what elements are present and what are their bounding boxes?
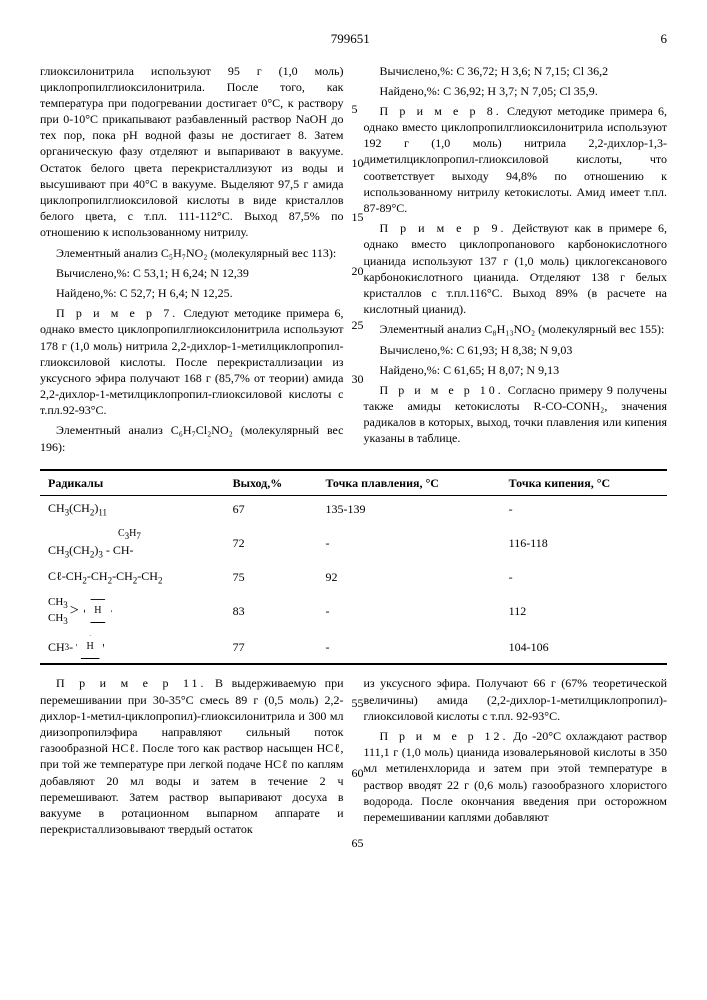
cell-radical: C3H7CH3(CH2)3 - CH- (40, 523, 225, 565)
line-number: 55 (352, 695, 364, 711)
bottom-left-column: П р и м е р 11. В выдерживаемую при пере… (40, 675, 344, 841)
cell: 104-106 (501, 631, 667, 664)
line-number: 60 (352, 765, 364, 781)
para-text: Следуют методике примера 6, однако вмест… (40, 306, 344, 417)
para: П р и м е р 10. Согласно примеру 9 получ… (364, 382, 668, 447)
cell-radical: CH3- (40, 631, 225, 663)
col-header: Выход,% (225, 470, 318, 496)
para-text: До -20°С охлаждают раствор 111,1 г (1,0 … (364, 729, 668, 824)
cell-radical: Cℓ-CH2-CH2-CH2-CH2 (40, 564, 225, 591)
para: из уксусного эфира. Получают 66 г (67% т… (364, 675, 668, 724)
doc-number: 799651 (331, 30, 370, 48)
table-row: CH3- 77 - 104-106 (40, 631, 667, 664)
page-header: 799651 6 (40, 30, 667, 48)
para-text: Действуют как в примере 6, однако вместо… (364, 221, 668, 316)
bottom-right-column: 55 60 65 из уксусного эфира. Получают 66… (364, 675, 668, 841)
para: П р и м е р 7. Следуют методике примера … (40, 305, 344, 418)
example-label: П р и м е р 7. (56, 306, 178, 320)
example-label: П р и м е р 10. (380, 383, 504, 397)
table-row: C3H7CH3(CH2)3 - CH- 72 - 116-118 (40, 523, 667, 565)
cell-radical: CH3(CH2)11 (40, 496, 225, 523)
para: глиоксилонитрила используют 95 г (1,0 мо… (40, 63, 344, 241)
para: П р и м е р 12. До -20°С охлаждают раств… (364, 728, 668, 825)
cell: 67 (225, 496, 318, 523)
para: Найдено,%: C 61,65; H 8,07; N 9,13 (364, 362, 668, 378)
table-row: CH3(CH2)11 67 135-139 - (40, 496, 667, 523)
example-label: П р и м е р 12. (380, 729, 509, 743)
cell: - (317, 523, 500, 565)
line-number: 10 (352, 155, 364, 171)
col-header: Точка кипения, °C (501, 470, 667, 496)
cell: 135-139 (317, 496, 500, 523)
example-label: П р и м е р 9. (380, 221, 507, 235)
hexagon-icon (84, 599, 112, 623)
para: Найдено,%: C 36,92; H 3,7; N 7,05; Cl 35… (364, 83, 668, 99)
para: Найдено,%: C 52,7; H 6,4; N 12,25. (40, 285, 344, 301)
cell: 77 (225, 631, 318, 664)
line-number: 20 (352, 263, 364, 279)
para: П р и м е р 9. Действуют как в примере 6… (364, 220, 668, 317)
example-label: П р и м е р 8. (380, 104, 502, 118)
line-number: 25 (352, 317, 364, 333)
para: Вычислено,%: C 36,72; H 3,6; N 7,15; Cl … (364, 63, 668, 79)
cell: - (317, 631, 500, 664)
table-row: Cℓ-CH2-CH2-CH2-CH2 75 92 - (40, 564, 667, 591)
cell: 112 (501, 591, 667, 632)
top-columns: глиоксилонитрила используют 95 г (1,0 мо… (40, 63, 667, 459)
cell: - (317, 591, 500, 632)
cell-radical: CH3CH3 > (40, 591, 225, 632)
para: П р и м е р 8. Следуют методике примера … (364, 103, 668, 216)
cell: 116-118 (501, 523, 667, 565)
cell: 92 (317, 564, 500, 591)
para: П р и м е р 11. В выдерживаемую при пере… (40, 675, 344, 837)
col-header: Радикалы (40, 470, 225, 496)
cell: - (501, 496, 667, 523)
table-row: CH3CH3 > 83 - 112 (40, 591, 667, 632)
page-num-right: 6 (661, 30, 668, 48)
line-number: 5 (352, 101, 358, 117)
line-number: 15 (352, 209, 364, 225)
para: Вычислено,%: C 53,1; H 6,24; N 12,39 (40, 265, 344, 281)
bottom-columns: П р и м е р 11. В выдерживаемую при пере… (40, 675, 667, 841)
line-number: 30 (352, 371, 364, 387)
para: Элементный анализ C₅H₇NO₂ (молекулярный … (40, 245, 344, 261)
para-text: Следуют методике примера 6, однако вмест… (364, 104, 668, 215)
pentagon-icon (76, 635, 104, 659)
right-column: 5 10 15 20 25 30 Вычислено,%: C 36,72; H… (364, 63, 668, 459)
para: Вычислено,%: C 61,93; H 8,38; N 9,03 (364, 342, 668, 358)
para: Элементный анализ C₈H₁₃NO₂ (молекулярный… (364, 321, 668, 337)
cell: 83 (225, 591, 318, 632)
table-header-row: Радикалы Выход,% Точка плавления, °C Точ… (40, 470, 667, 496)
left-column: глиоксилонитрила используют 95 г (1,0 мо… (40, 63, 344, 459)
line-number: 65 (352, 835, 364, 851)
data-table: Радикалы Выход,% Точка плавления, °C Точ… (40, 469, 667, 666)
para-text: В выдерживаемую при перемешивании при 30… (40, 676, 344, 836)
col-header: Точка плавления, °C (317, 470, 500, 496)
example-label: П р и м е р 11. (56, 676, 207, 690)
cell: 72 (225, 523, 318, 565)
para: Элементный анализ C₆H₇Cl₂NO₂ (молекулярн… (40, 422, 344, 454)
cell: - (501, 564, 667, 591)
cell: 75 (225, 564, 318, 591)
